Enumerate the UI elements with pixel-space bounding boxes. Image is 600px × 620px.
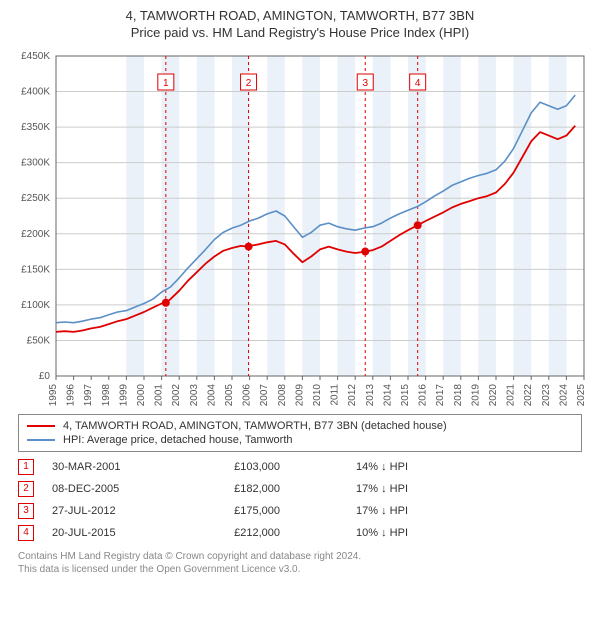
y-tick-label: £250K [21,193,50,204]
x-tick-label: 2017 [435,384,446,406]
y-tick-label: £200K [21,229,50,240]
legend-item: 4, TAMWORTH ROAD, AMINGTON, TAMWORTH, B7… [27,419,573,433]
y-tick-label: £0 [39,371,51,382]
marker-label: 3 [362,78,368,89]
x-tick-label: 2006 [242,384,253,406]
x-tick-label: 2000 [136,384,147,406]
legend-item: HPI: Average price, detached house, Tamw… [27,433,573,447]
x-tick-label: 2019 [470,384,481,406]
x-tick-label: 2011 [330,384,341,406]
x-tick-label: 2025 [576,384,587,406]
sale-number-box: 3 [18,503,34,519]
legend-swatch [27,425,55,427]
sales-table: 1 30-MAR-2001 £103,000 14% ↓ HPI 2 08-DEC-200… [18,456,582,544]
marker-label: 2 [246,78,252,89]
sale-date: 20-JUL-2015 [52,527,172,539]
x-tick-label: 2014 [382,384,393,406]
x-tick-label: 2002 [171,384,182,406]
sale-price: £175,000 [190,505,280,517]
table-row: 4 20-JUL-2015 £212,000 10% ↓ HPI [18,522,582,544]
x-tick-label: 2009 [294,384,305,406]
legend: 4, TAMWORTH ROAD, AMINGTON, TAMWORTH, B7… [18,414,582,452]
x-tick-label: 2012 [347,384,358,406]
footer: Contains HM Land Registry data © Crown c… [18,550,582,576]
y-tick-label: £50K [27,335,51,346]
y-tick-label: £350K [21,122,50,133]
footer-line-2: This data is licensed under the Open Gov… [18,563,582,576]
y-tick-label: £300K [21,158,50,169]
sale-number-box: 4 [18,525,34,541]
x-tick-label: 2008 [277,384,288,406]
sale-diff: 17% ↓ HPI [298,505,408,517]
table-row: 2 08-DEC-2005 £182,000 17% ↓ HPI [18,478,582,500]
chart: £0 £50K £100K £150K £200K £250K £300K £350K £400… [0,46,600,406]
sale-price: £182,000 [190,483,280,495]
x-tick-label: 2024 [558,384,569,406]
table-row: 3 27-JUL-2012 £175,000 17% ↓ HPI [18,500,582,522]
sale-date: 27-JUL-2012 [52,505,172,517]
x-tick-label: 2021 [506,384,517,406]
sale-diff: 14% ↓ HPI [298,461,408,473]
sale-diff: 10% ↓ HPI [298,527,408,539]
x-tick-label: 1996 [66,384,77,406]
y-tick-label: £100K [21,300,50,311]
y-tick-label: £150K [21,264,50,275]
sale-number-box: 1 [18,459,34,475]
sale-number-box: 2 [18,481,34,497]
legend-swatch [27,439,55,441]
x-tick-label: 2001 [154,384,165,406]
legend-label: 4, TAMWORTH ROAD, AMINGTON, TAMWORTH, B7… [63,420,447,432]
x-tick-label: 2005 [224,384,235,406]
x-tick-label: 1999 [118,384,129,406]
x-tick-label: 2004 [206,384,217,406]
title-block: 4, TAMWORTH ROAD, AMINGTON, TAMWORTH, B7… [0,0,600,40]
sale-price: £212,000 [190,527,280,539]
sale-price: £103,000 [190,461,280,473]
x-tick-label: 1995 [48,384,59,406]
x-tick-label: 2013 [365,384,376,406]
x-tick-label: 2023 [541,384,552,406]
title-line-1: 4, TAMWORTH ROAD, AMINGTON, TAMWORTH, B7… [0,8,600,23]
x-tick-label: 2007 [259,384,270,406]
table-row: 1 30-MAR-2001 £103,000 14% ↓ HPI [18,456,582,478]
sale-diff: 17% ↓ HPI [298,483,408,495]
x-tick-label: 2016 [418,384,429,406]
y-tick-label: £450K [21,51,50,62]
x-tick-label: 1998 [101,384,112,406]
x-tick-label: 1997 [83,384,94,406]
x-tick-label: 2022 [523,384,534,406]
legend-label: HPI: Average price, detached house, Tamw… [63,434,293,446]
x-tick-label: 2020 [488,384,499,406]
x-tick-label: 2015 [400,384,411,406]
marker-label: 1 [163,78,169,89]
x-tick-label: 2010 [312,384,323,406]
x-tick-label: 2018 [453,384,464,406]
footer-line-1: Contains HM Land Registry data © Crown c… [18,550,582,563]
page: 4, TAMWORTH ROAD, AMINGTON, TAMWORTH, B7… [0,0,600,576]
chart-svg: £0 £50K £100K £150K £200K £250K £300K £350K £400… [0,46,600,406]
sale-date: 30-MAR-2001 [52,461,172,473]
marker-label: 4 [415,78,421,89]
sale-date: 08-DEC-2005 [52,483,172,495]
y-tick-label: £400K [21,87,50,98]
title-line-2: Price paid vs. HM Land Registry's House … [0,25,600,40]
x-tick-label: 2003 [189,384,200,406]
